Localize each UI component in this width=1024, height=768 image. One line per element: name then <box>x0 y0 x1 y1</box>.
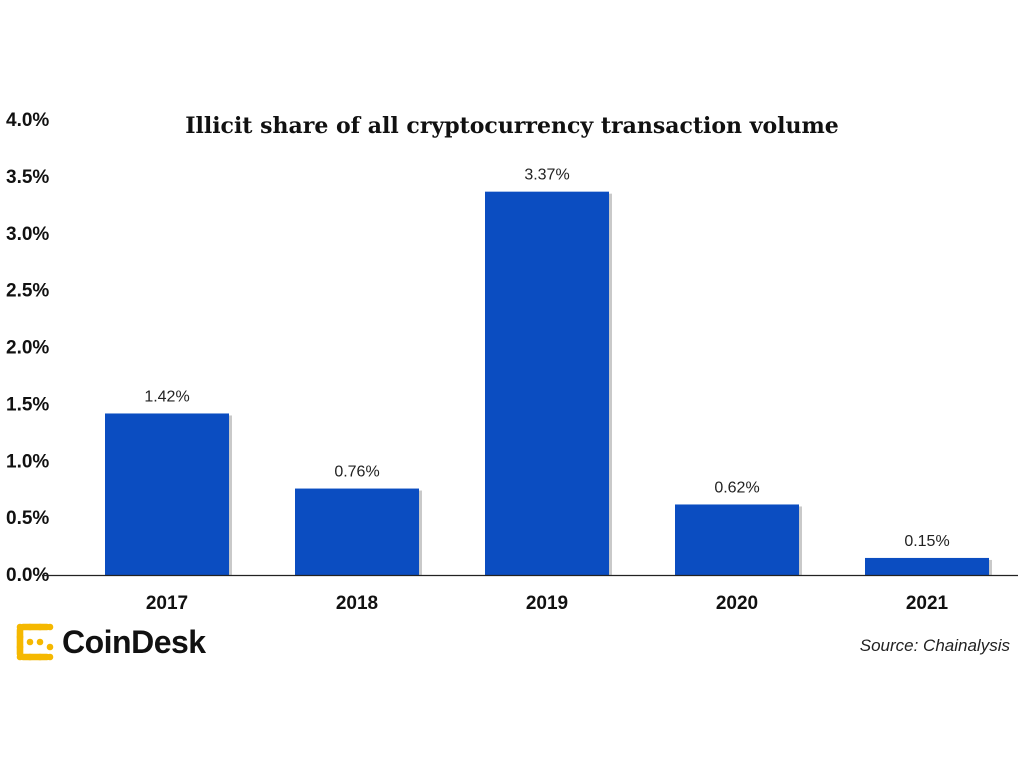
y-tick-label: 1.5% <box>6 394 49 415</box>
bar-2019 <box>485 191 609 575</box>
brand-name: CoinDesk <box>62 623 206 660</box>
y-tick-label: 3.0% <box>6 224 49 245</box>
bar-2021 <box>865 557 989 575</box>
y-axis-ticks: 0.0% 0.5% 1.0% 1.5% 2.0% 2.5% 3.0% 3.5% 4.0% <box>6 110 49 586</box>
data-label-2017: 1.42% <box>144 388 189 405</box>
bar-2017 <box>105 413 229 575</box>
x-axis-ticks: 2017 2018 2019 2020 2021 <box>146 593 949 614</box>
data-label-2021: 0.15% <box>904 533 949 550</box>
y-tick-label: 3.5% <box>6 167 49 188</box>
y-tick-label: 4.0% <box>6 110 49 131</box>
x-tick-label-2018: 2018 <box>336 593 378 614</box>
data-label-2020: 0.62% <box>714 479 759 496</box>
x-tick-label-2021: 2021 <box>906 593 949 614</box>
source-note: Source: Chainalysis <box>859 636 1010 655</box>
bar-2020 <box>675 504 799 575</box>
x-tick-label-2020: 2020 <box>716 593 758 614</box>
y-tick-label: 2.5% <box>6 281 49 302</box>
y-tick-label: 0.5% <box>6 508 49 529</box>
y-tick-label: 0.0% <box>6 565 49 586</box>
data-label-2018: 0.76% <box>334 464 379 481</box>
chart-title: Illicit share of all cryptocurrency tran… <box>185 113 839 139</box>
x-tick-label-2017: 2017 <box>146 593 188 614</box>
data-labels-group: 1.42% 0.76% 3.37% 0.62% 0.15% <box>144 167 949 550</box>
bars-group <box>105 191 992 575</box>
y-tick-label: 2.0% <box>6 338 49 359</box>
bar-2018 <box>295 488 419 575</box>
brand-logo: CoinDesk <box>16 622 206 662</box>
x-tick-label-2019: 2019 <box>526 593 568 614</box>
coindesk-logo-icon <box>16 623 54 661</box>
data-label-2019: 3.37% <box>524 167 569 184</box>
y-tick-label: 1.0% <box>6 451 49 472</box>
